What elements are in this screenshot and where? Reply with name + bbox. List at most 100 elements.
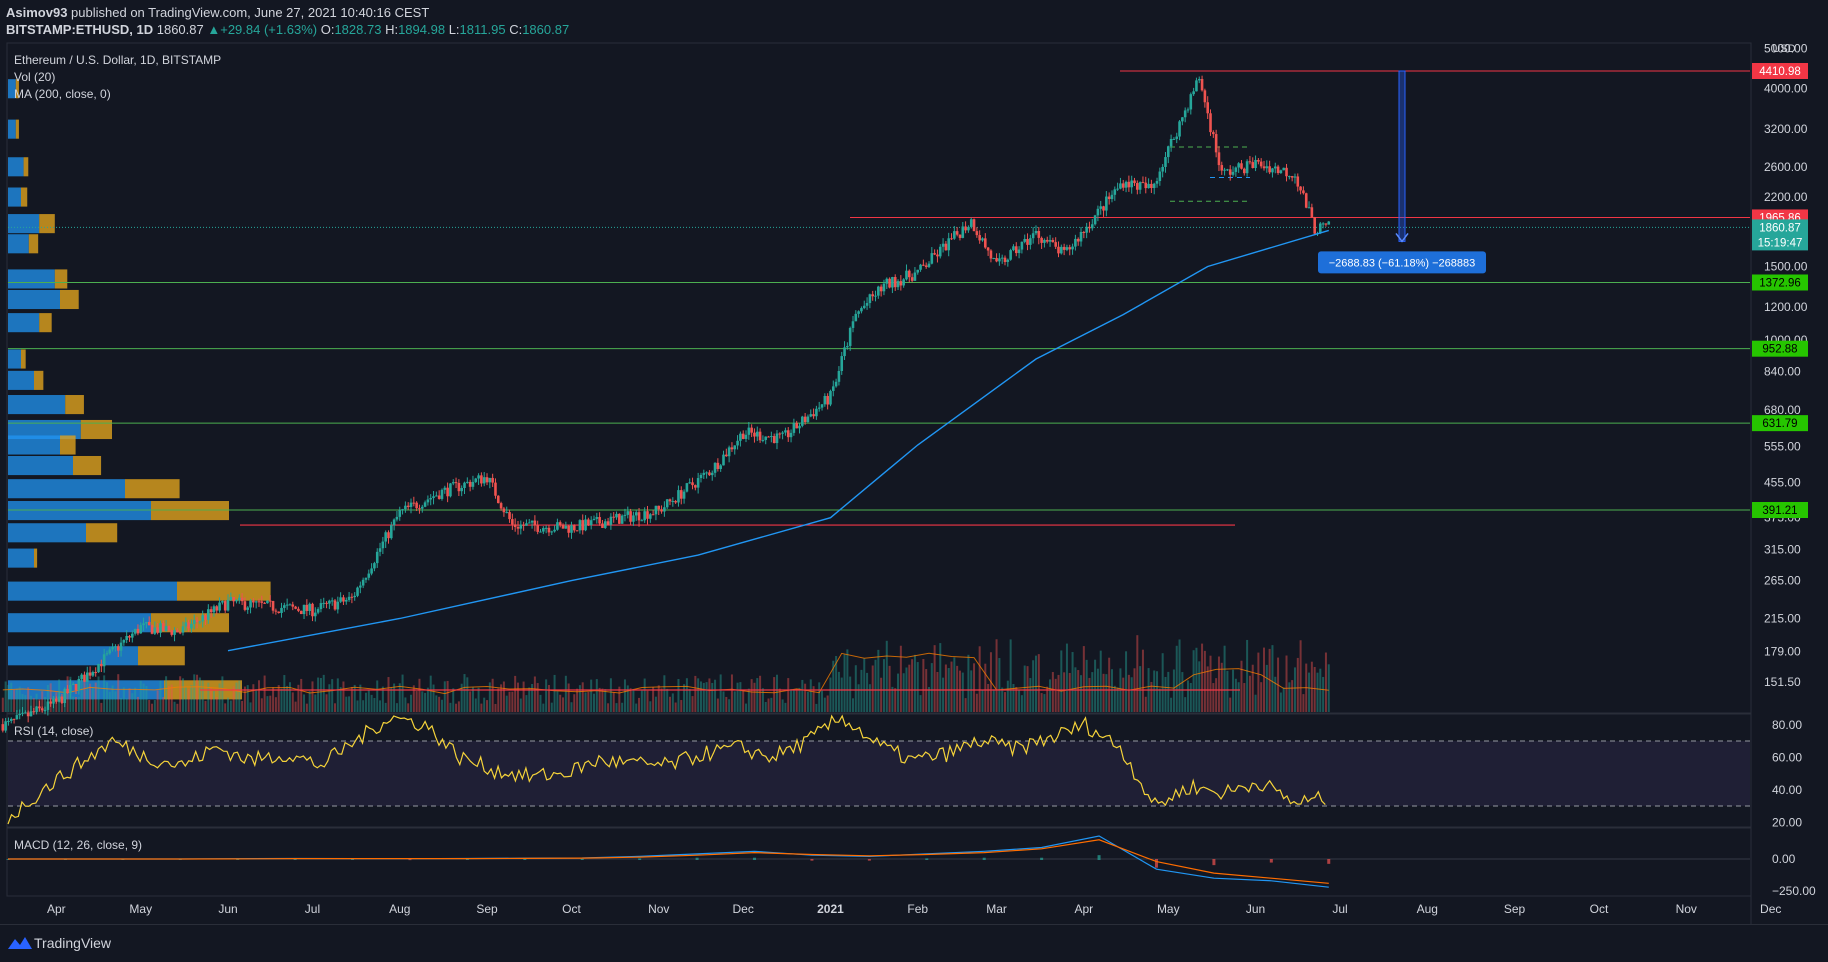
profile-down-bar — [15, 119, 19, 139]
candle-body — [1273, 166, 1277, 169]
candle-body — [46, 701, 50, 710]
candle-body — [846, 345, 849, 348]
candle-body — [215, 606, 219, 611]
candle-body — [440, 489, 444, 499]
candle-body — [820, 404, 824, 408]
volume-bar — [683, 684, 686, 712]
candle-body — [482, 477, 486, 484]
candle-body — [868, 294, 872, 304]
price-tick: 315.00 — [1764, 542, 1801, 556]
candle-body — [1068, 247, 1072, 250]
author-name[interactable]: Asimov93 — [6, 5, 68, 20]
macd-axis: 0.00 −250.00 — [1772, 852, 1816, 898]
candle-body — [170, 630, 174, 635]
volume-bar — [1065, 643, 1068, 712]
volume-bar — [846, 649, 849, 712]
volume-bar — [714, 679, 717, 712]
time-tick: Apr — [1074, 902, 1093, 916]
candle-body — [1195, 80, 1198, 92]
candle-body — [69, 685, 72, 693]
candle-body — [995, 257, 998, 262]
candle-body — [55, 698, 58, 702]
measure-arrow[interactable] — [1398, 70, 1406, 242]
candle-body — [984, 238, 987, 248]
volume-bar — [162, 697, 165, 712]
volume-bar — [1209, 655, 1212, 712]
candle-body — [657, 505, 661, 510]
candle-body — [907, 270, 911, 278]
time-tick: Nov — [648, 902, 669, 916]
candle-body — [710, 472, 714, 476]
price-label-bg — [1752, 340, 1808, 357]
volume-bar — [1099, 650, 1102, 712]
time-axis: Apr May Jun Jul Aug Sep Oct Nov Dec 2021 Feb Mar Apr… — [47, 902, 1781, 916]
candle-body — [556, 522, 559, 530]
candle-body — [772, 436, 776, 444]
volume-bar — [438, 696, 441, 712]
candle-body — [899, 281, 903, 286]
candle-body — [184, 622, 188, 627]
volume-bar — [747, 688, 750, 712]
profile-down-bar — [28, 234, 39, 254]
candle-body — [1220, 165, 1224, 171]
candle-body — [708, 472, 711, 476]
time-tick: 2021 — [817, 902, 844, 916]
measure-tool[interactable]: −2688.83 (−61.18%) −268883 — [1318, 70, 1486, 274]
volume-bar — [638, 697, 641, 712]
volume-bar — [685, 678, 688, 712]
candle-body — [1045, 239, 1049, 242]
candle-body — [1197, 79, 1201, 81]
candle-body — [910, 277, 914, 281]
volume-bar — [1186, 680, 1189, 712]
volume-bar — [1032, 660, 1035, 712]
volume-bar — [944, 664, 947, 712]
candle-body — [364, 577, 368, 580]
candle-body — [24, 712, 27, 714]
brand-name[interactable]: TradingView — [34, 935, 112, 951]
candle-body — [527, 522, 531, 524]
candle-body — [860, 308, 863, 312]
volume-bar — [159, 680, 162, 712]
candle-body — [499, 503, 503, 509]
volume-bar — [750, 679, 753, 712]
candle-body — [806, 416, 810, 423]
volume-bar — [798, 687, 801, 712]
volume-bar — [711, 682, 714, 712]
volume-bar — [531, 683, 534, 712]
volume-bar — [674, 702, 677, 712]
candle-body — [378, 548, 382, 552]
ma200-line — [227, 229, 1329, 652]
volume-bar — [66, 676, 69, 712]
volume-bar — [1291, 680, 1294, 712]
volume-bar — [973, 663, 976, 712]
volume-bar — [263, 675, 266, 712]
volume-bar — [528, 687, 531, 712]
candle-body — [373, 563, 376, 569]
candle-body — [187, 622, 190, 629]
candle-body — [12, 718, 16, 720]
candle-body — [1271, 168, 1274, 173]
candle-body — [694, 485, 697, 488]
candle-body — [347, 596, 351, 600]
volume-bar — [837, 671, 840, 712]
rsi-band — [8, 741, 1750, 806]
volume-bar — [1051, 672, 1054, 712]
candle-body — [1290, 176, 1294, 178]
volume-bar — [100, 702, 103, 712]
volume-bar — [249, 702, 252, 712]
candle-body — [209, 609, 213, 613]
candle-body — [761, 439, 765, 441]
price-label-bg — [1752, 274, 1808, 291]
candle-body — [713, 462, 717, 473]
volume-bar — [545, 679, 548, 712]
tradingview-logo-icon[interactable] — [6, 933, 34, 953]
candle-body — [618, 513, 621, 524]
candle-body — [801, 416, 804, 426]
range-box — [1170, 146, 1250, 202]
candle-body — [15, 715, 19, 720]
candle-body — [190, 623, 193, 629]
volume-bar — [1150, 681, 1153, 712]
candle-body — [159, 623, 162, 633]
macd-hist-bar — [293, 858, 297, 860]
